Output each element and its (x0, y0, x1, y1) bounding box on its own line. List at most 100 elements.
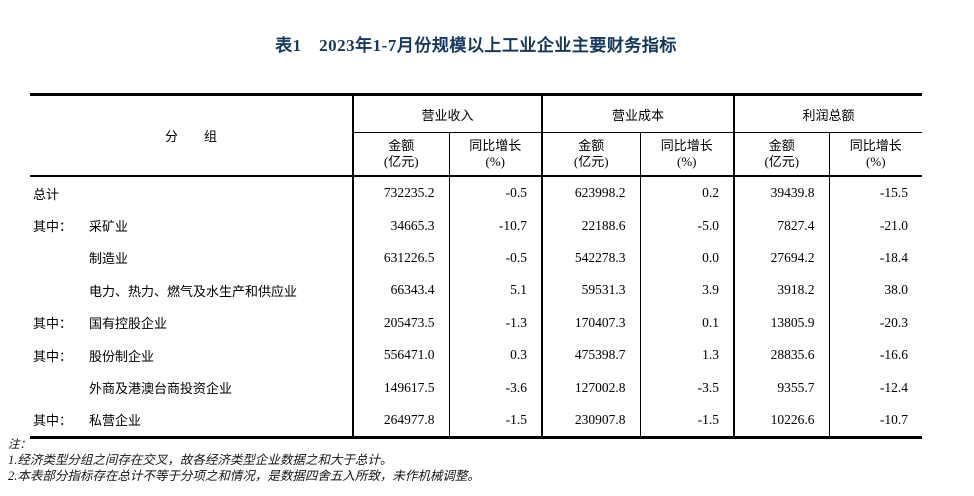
col-header-group: 分 组 (30, 94, 353, 177)
cell-value: 59531.3 (541, 274, 641, 307)
row-label: 其中： 采矿业 (30, 209, 353, 241)
amount-label: 金额 (768, 138, 795, 153)
growth-unit: (%) (485, 154, 506, 169)
cell-value: 230907.8 (541, 403, 641, 438)
col-header-revenue-growth: 同比增长 (%) (448, 132, 543, 177)
cell-value: 66343.4 (352, 274, 449, 307)
col-header-cost-growth: 同比增长 (%) (639, 132, 735, 177)
cell-value: -3.6 (448, 371, 543, 404)
cell-value: 27694.2 (733, 241, 830, 275)
cell-value: -1.5 (448, 403, 543, 438)
table-row: 总计 732235.2 -0.5 623998.2 0.2 39439.8 -1… (30, 176, 923, 210)
cell-value: 34665.3 (352, 209, 449, 242)
col-header-cost-amount: 金额 (亿元) (541, 132, 641, 177)
footnote-label: 注： (8, 439, 31, 451)
page-title: 表1 2023年1-7月份规模以上工业企业主要财务指标 (275, 36, 677, 55)
table-row: 其中： 国有控股企业 205473.5 -1.3 170407.3 0.1 138… (30, 306, 923, 339)
row-label-text: 外商及港澳台商投资企业 (89, 381, 233, 397)
cell-value: 0.0 (639, 241, 735, 275)
row-label-text: 总计 (33, 186, 60, 202)
cell-value: -3.5 (639, 371, 735, 404)
cell-value: -1.3 (448, 306, 543, 339)
row-label: 其中： 私营企业 (30, 404, 353, 438)
cell-value: -1.5 (639, 403, 735, 438)
row-label-text: 电力、热力、燃气及水生产和供应业 (89, 283, 298, 299)
cell-value: 631226.5 (352, 241, 449, 275)
row-label-text: 股份制企业 (89, 348, 155, 364)
cell-value: 170407.3 (541, 306, 641, 339)
row-label-text: 采矿业 (89, 219, 129, 235)
amount-unit: (亿元) (764, 154, 800, 169)
row-label-text: 国有控股企业 (89, 316, 168, 332)
row-label: 其中： 国有控股企业 (30, 307, 353, 339)
cell-value: -16.6 (828, 338, 923, 372)
table-row: 制造业 631226.5 -0.5 542278.3 0.0 27694.2 -… (30, 241, 923, 275)
col-header-profit-amount: 金额 (亿元) (733, 132, 830, 177)
growth-unit: (%) (677, 154, 697, 169)
amount-unit: (亿元) (383, 154, 419, 169)
cell-value: 9355.7 (733, 371, 830, 404)
amount-label: 金额 (388, 138, 415, 153)
cell-value: 0.2 (639, 176, 735, 210)
col-header-profit-growth: 同比增长 (%) (828, 132, 923, 177)
growth-label: 同比增长 (469, 138, 522, 153)
growth-label: 同比增长 (660, 138, 713, 153)
col-header-profit: 利润总额 (733, 94, 923, 133)
cell-value: -10.7 (828, 403, 923, 438)
cell-value: 22188.6 (541, 209, 641, 242)
row-label-prefix: 其中： (33, 316, 73, 332)
footnote-item: 1.经济类型分组之间存在交叉，故各经济类型企业数据之和大于总计。 (8, 453, 393, 467)
cell-value: 1.3 (639, 338, 735, 372)
cell-value: -18.4 (828, 241, 923, 275)
cell-value: -15.5 (828, 176, 923, 210)
cell-value: 3918.2 (733, 274, 830, 307)
row-label: 外商及港澳台商投资企业 (30, 371, 353, 403)
cell-value: -5.0 (639, 209, 735, 242)
cell-value: 264977.8 (352, 403, 449, 438)
row-label: 制造业 (30, 242, 353, 274)
table-row: 电力、热力、燃气及水生产和供应业 66343.4 5.1 59531.3 3.9… (30, 274, 923, 307)
row-label-text: 制造业 (89, 251, 129, 267)
table-body: 总计 732235.2 -0.5 623998.2 0.2 39439.8 -1… (30, 176, 923, 438)
cell-value: 38.0 (828, 274, 923, 307)
cell-value: 28835.6 (733, 338, 830, 372)
footnotes: 注： 1.经济类型分组之间存在交叉，故各经济类型企业数据之和大于总计。 2.本表… (8, 439, 480, 484)
footnote-item: 2.本表部分指标存在总计不等于分项之和情况，是数据四舍五入所致，未作机械调整。 (8, 469, 480, 483)
cell-value: 475398.7 (541, 338, 641, 372)
cell-value: 10226.6 (733, 403, 830, 438)
cell-value: -0.5 (448, 241, 543, 275)
cell-value: 13805.9 (733, 306, 830, 339)
table-header: 分 组 营业收入 营业成本 利润总额 金额 (亿元) 同比增长 (%) 金额 (… (30, 94, 923, 177)
cell-value: 623998.2 (541, 176, 641, 210)
cell-value: 5.1 (448, 274, 543, 307)
cell-value: 3.9 (639, 274, 735, 307)
table-row: 其中： 采矿业 34665.3 -10.7 22188.6 -5.0 7827.4… (30, 209, 923, 242)
row-label: 电力、热力、燃气及水生产和供应业 (30, 274, 353, 306)
amount-unit: (亿元) (573, 154, 609, 169)
cell-value: 732235.2 (352, 176, 449, 210)
row-label-prefix: 其中： (33, 413, 73, 429)
cell-value: 205473.5 (352, 306, 449, 339)
row-label-text: 私营企业 (89, 413, 142, 429)
row-label-prefix: 其中： (33, 348, 73, 364)
cell-value: 0.3 (448, 338, 543, 372)
col-header-cost: 营业成本 (541, 94, 735, 133)
cell-value: 39439.8 (733, 176, 830, 210)
col-header-revenue: 营业收入 (351, 94, 543, 133)
col-header-revenue-amount: 金额 (亿元) (352, 132, 449, 177)
growth-unit: (%) (866, 154, 886, 169)
table-row: 其中： 股份制企业 556471.0 0.3 475398.7 1.3 28835… (30, 338, 923, 372)
cell-value: 149617.5 (352, 371, 449, 404)
row-label-prefix: 其中： (33, 219, 73, 235)
cell-value: -0.5 (448, 176, 543, 210)
table-row: 其中： 私营企业 264977.8 -1.5 230907.8 -1.5 1022… (30, 403, 923, 438)
cell-value: 0.1 (639, 306, 735, 339)
cell-value: -12.4 (828, 371, 923, 404)
row-label: 总计 (30, 176, 353, 209)
cell-value: 7827.4 (733, 209, 830, 242)
cell-value: 556471.0 (352, 338, 449, 372)
cell-value: -20.3 (828, 306, 923, 339)
row-label: 其中： 股份制企业 (30, 339, 353, 371)
cell-value: 127002.8 (541, 371, 641, 404)
